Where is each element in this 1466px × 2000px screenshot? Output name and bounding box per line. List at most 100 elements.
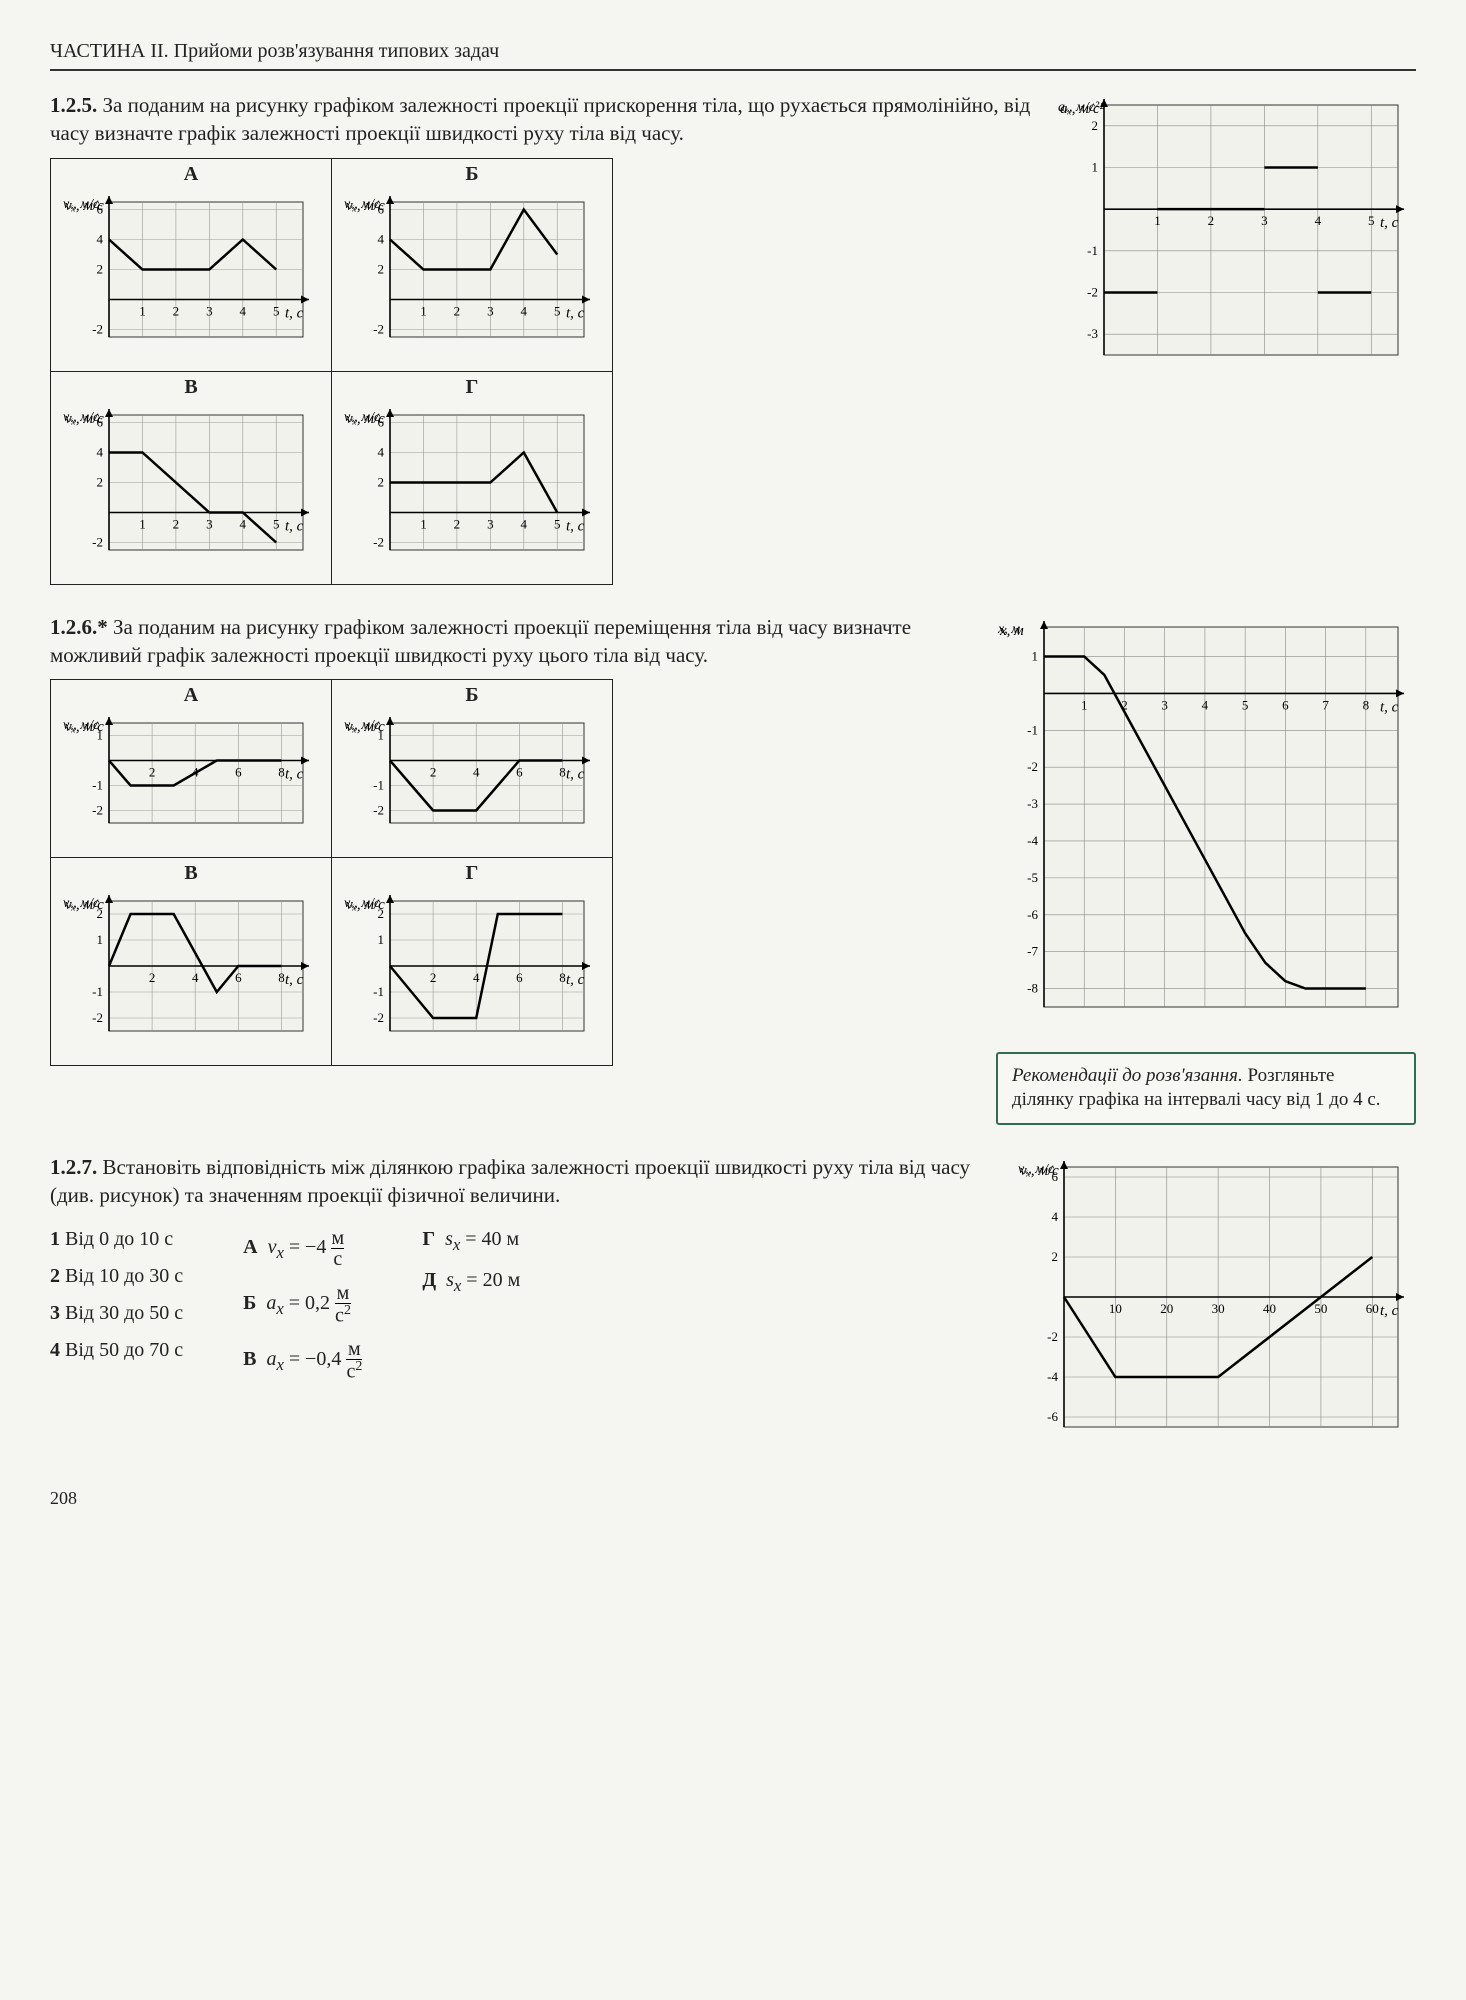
p127-left-item: 1 Від 0 до 10 с <box>50 1228 183 1251</box>
svg-text:2: 2 <box>97 474 104 489</box>
choice-125-G-label: Г <box>342 376 602 401</box>
svg-text:4: 4 <box>1052 1209 1059 1224</box>
svg-text:8: 8 <box>559 765 566 780</box>
svg-text:-1: -1 <box>373 984 384 999</box>
p127-left-col: 1 Від 0 до 10 с2 Від 10 до 30 с3 Від 30 … <box>50 1228 183 1382</box>
svg-text:2: 2 <box>97 261 104 276</box>
svg-text:-1: -1 <box>92 778 103 793</box>
choice-126-B-label: Б <box>342 684 602 709</box>
svg-text:-1: -1 <box>1027 722 1038 737</box>
svg-text:-3: -3 <box>1087 326 1098 341</box>
svg-text:4: 4 <box>1202 697 1209 712</box>
p127-left-item: 4 Від 50 до 70 с <box>50 1339 183 1362</box>
svg-text:3: 3 <box>206 303 213 318</box>
svg-text:5: 5 <box>554 516 561 531</box>
svg-text:1: 1 <box>1032 648 1039 663</box>
choices-125-table: А 12345-2246vₓ, м/сvₓ, м/сt, c Б 12345-2… <box>50 158 613 585</box>
svg-text:60: 60 <box>1366 1301 1379 1316</box>
svg-text:vₓ, м/с: vₓ, м/с <box>346 411 385 427</box>
svg-text:4: 4 <box>240 303 247 318</box>
svg-text:30: 30 <box>1212 1301 1225 1316</box>
problem-126: 1.2.6.* За поданим на рисунку графіком з… <box>50 613 1416 1125</box>
svg-text:8: 8 <box>1363 697 1370 712</box>
svg-text:1: 1 <box>420 303 427 318</box>
svg-text:2: 2 <box>430 765 437 780</box>
svg-text:vₓ, м/с: vₓ, м/с <box>65 719 104 735</box>
chart-127: 102030405060-6-4-2246vₓ, м/сvₓ, м/сt, c <box>1016 1153 1416 1453</box>
svg-text:4: 4 <box>378 231 385 246</box>
svg-text:-7: -7 <box>1027 943 1038 958</box>
svg-text:8: 8 <box>278 765 285 780</box>
svg-text:vₓ, м/с: vₓ, м/с <box>65 411 104 427</box>
svg-text:1: 1 <box>1081 697 1088 712</box>
svg-text:2: 2 <box>430 970 437 985</box>
svg-text:1: 1 <box>1154 213 1161 228</box>
svg-text:50: 50 <box>1314 1301 1327 1316</box>
svg-text:t, c: t, c <box>285 972 304 988</box>
svg-text:5: 5 <box>1368 213 1375 228</box>
svg-text:-2: -2 <box>373 803 384 818</box>
svg-text:vₓ, м/с: vₓ, м/с <box>65 897 104 913</box>
problem-126-text: 1.2.6.* За поданим на рисунку графіком з… <box>50 613 976 670</box>
chart-126-B: 2468-2-11vₓ, м/сvₓ, м/сt, c <box>342 709 602 849</box>
svg-text:2: 2 <box>1092 118 1099 133</box>
chart-125-A: 12345-2246vₓ, м/сvₓ, м/сt, c <box>61 188 321 363</box>
svg-text:t, c: t, c <box>285 767 304 783</box>
page-header: ЧАСТИНА II. Прийоми розв'язування типови… <box>50 40 1416 71</box>
svg-text:2: 2 <box>1052 1249 1059 1264</box>
svg-text:-2: -2 <box>92 321 103 336</box>
svg-text:t, c: t, c <box>1380 699 1399 715</box>
svg-text:vₓ, м/с: vₓ, м/с <box>346 719 385 735</box>
svg-text:2: 2 <box>454 303 461 318</box>
svg-text:8: 8 <box>278 970 285 985</box>
svg-text:4: 4 <box>97 231 104 246</box>
svg-text:5: 5 <box>273 516 280 531</box>
choice-126-G-label: Г <box>342 862 602 887</box>
svg-text:2: 2 <box>149 970 156 985</box>
problem-127-text: 1.2.7. Встановіть відповідність між діля… <box>50 1153 986 1210</box>
choice-126-A: А 2468-2-11vₓ, м/сvₓ, м/сt, c <box>51 680 332 858</box>
svg-text:1: 1 <box>1092 160 1099 175</box>
svg-text:-8: -8 <box>1027 980 1038 995</box>
svg-text:2: 2 <box>454 516 461 531</box>
svg-text:2: 2 <box>149 765 156 780</box>
choice-125-A-label: А <box>61 163 321 188</box>
p127-right-item: В ax = −0,4 мс2 <box>243 1339 362 1382</box>
chart-126-V: 2468-2-112vₓ, м/сvₓ, м/сt, c <box>61 887 321 1057</box>
svg-text:8: 8 <box>559 970 566 985</box>
choice-126-B: Б 2468-2-11vₓ, м/сvₓ, м/сt, c <box>332 680 613 858</box>
svg-text:4: 4 <box>378 444 385 459</box>
problem-125-num: 1.2.5. <box>50 93 97 117</box>
svg-text:5: 5 <box>1242 697 1249 712</box>
chart-125-G: 12345-2246vₓ, м/сvₓ, м/сt, c <box>342 401 602 576</box>
svg-text:-1: -1 <box>92 984 103 999</box>
svg-text:-3: -3 <box>1027 796 1038 811</box>
svg-text:-4: -4 <box>1047 1369 1058 1384</box>
svg-text:-2: -2 <box>1087 285 1098 300</box>
recommendation-box: Рекомендації до розв'язання. Розгляньте … <box>996 1052 1416 1125</box>
choice-126-V-label: В <box>61 862 321 887</box>
svg-text:2: 2 <box>378 261 385 276</box>
problem-125: 1.2.5. За поданим на рисунку графіком за… <box>50 91 1416 585</box>
svg-text:vₓ, м/с: vₓ, м/с <box>346 897 385 913</box>
svg-text:2: 2 <box>173 516 180 531</box>
svg-text:3: 3 <box>206 516 213 531</box>
chart-126-A: 2468-2-11vₓ, м/сvₓ, м/сt, c <box>61 709 321 849</box>
p127-right-col-1: А vx = −4 мсБ ax = 0,2 мс2В ax = −0,4 мс… <box>243 1228 362 1382</box>
svg-text:-2: -2 <box>92 534 103 549</box>
svg-text:2: 2 <box>1208 213 1215 228</box>
svg-text:t, c: t, c <box>566 518 585 534</box>
p127-left-item: 3 Від 30 до 50 с <box>50 1302 183 1325</box>
choice-126-A-label: А <box>61 684 321 709</box>
svg-text:4: 4 <box>473 765 480 780</box>
svg-text:3: 3 <box>1161 697 1168 712</box>
svg-text:4: 4 <box>192 970 199 985</box>
svg-text:-2: -2 <box>373 1010 384 1025</box>
chart-125-V: 12345-2246vₓ, м/сvₓ, м/сt, c <box>61 401 321 576</box>
svg-text:6: 6 <box>235 970 242 985</box>
svg-text:vₓ, м/с: vₓ, м/с <box>346 198 385 214</box>
choice-125-G: Г 12345-2246vₓ, м/сvₓ, м/сt, c <box>332 371 613 584</box>
page-number: 208 <box>50 1488 1416 1509</box>
svg-text:-4: -4 <box>1027 833 1038 848</box>
choice-126-V: В 2468-2-112vₓ, м/сvₓ, м/сt, c <box>51 858 332 1066</box>
